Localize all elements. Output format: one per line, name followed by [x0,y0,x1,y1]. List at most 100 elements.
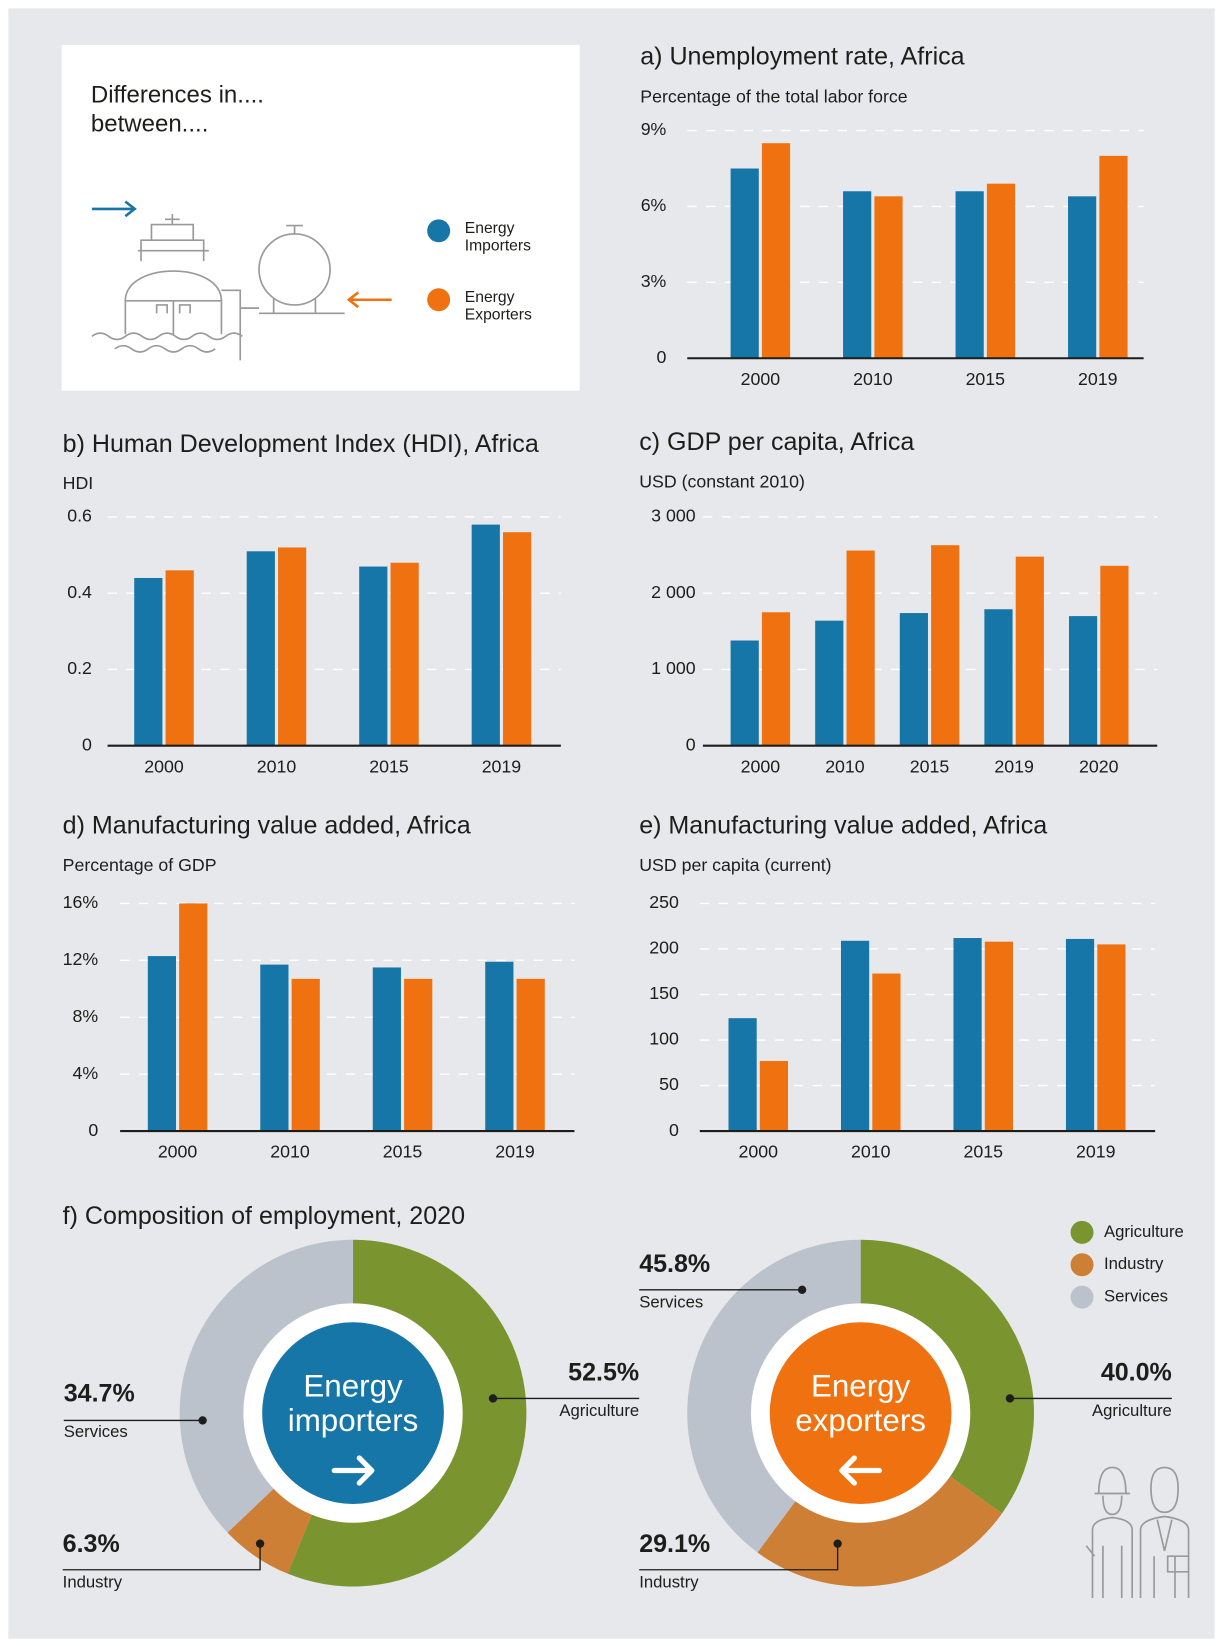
leader-dot [798,1286,806,1294]
bar [391,563,419,746]
bar [247,551,275,745]
bar [872,974,900,1132]
category-label: Services [639,1293,703,1312]
bar [900,613,928,746]
bar [278,547,306,745]
legend-item: Energy Importers [465,219,564,265]
y-tick-label: 0 [656,347,666,367]
value-label: 34.7% [64,1380,135,1408]
legend-label: Agriculture [1104,1222,1184,1241]
bar [762,143,790,358]
y-tick-label: 12% [63,949,99,969]
y-tick-label: 8% [73,1006,99,1026]
chart-subtitle: HDI [63,473,94,493]
value-label: 40.0% [1101,1359,1172,1387]
bar [179,903,207,1131]
x-tick-label: 2015 [963,1142,1003,1162]
x-tick-label: 2019 [1076,1142,1116,1162]
bar [359,567,387,746]
bar [503,532,531,745]
x-tick-label: 2000 [739,1142,779,1162]
y-tick-label: 50 [659,1074,679,1094]
legend-swatch [427,219,450,242]
legend-swatch [427,288,450,311]
y-tick-label: 0 [82,734,92,754]
bar [485,962,513,1131]
chart-subtitle: USD per capita (current) [639,855,831,875]
center-label: Energy importers [275,1369,432,1438]
y-tick-label: 0 [669,1120,679,1140]
center-label-box: Energy importers [259,1369,447,1444]
y-tick-label: 150 [649,983,679,1003]
leader-dot [1006,1394,1014,1402]
y-tick-label: 6% [641,195,667,215]
bar [987,184,1015,359]
legend-swatch [1071,1286,1094,1309]
chart-title: d) Manufacturing value added, Africa [63,811,471,839]
value-label: 52.5% [568,1359,639,1387]
y-tick-label: 0 [686,734,696,754]
y-tick-label: 1 000 [651,658,696,678]
bar [984,609,1012,745]
y-tick-label: 250 [649,892,679,912]
chart-subtitle: Percentage of the total labor force [640,86,908,106]
bar [404,979,432,1131]
x-tick-label: 2015 [910,756,950,776]
value-label: 6.3% [63,1530,120,1558]
leader-dot [833,1539,841,1547]
value-label: 29.1% [639,1530,710,1558]
y-tick-label: 0.6 [67,506,92,526]
bar [728,1018,756,1131]
leader-dot [256,1539,264,1547]
intro-title: between.... [91,111,208,138]
bar [260,965,288,1131]
y-tick-label: 3 000 [651,506,696,526]
x-tick-label: 2020 [1079,756,1119,776]
legend-label: Industry [1104,1254,1164,1273]
x-tick-label: 2000 [158,1142,198,1162]
category-label: Agriculture [1092,1401,1172,1420]
legend-swatch [1071,1221,1094,1244]
x-tick-label: 2015 [369,756,409,776]
y-tick-label: 9% [641,119,667,139]
chart-title: a) Unemployment rate, Africa [640,43,964,71]
bar [1066,939,1094,1131]
bar [1068,196,1096,358]
bar [373,967,401,1131]
legend-label: Energy Importers [465,219,549,255]
chart-title: f) Composition of employment, 2020 [63,1202,465,1230]
category-label: Services [64,1422,128,1441]
x-tick-label: 2010 [853,369,893,389]
y-tick-label: 16% [63,892,99,912]
legend-swatch [1071,1253,1094,1276]
bar [1069,616,1097,746]
x-tick-label: 2010 [851,1142,891,1162]
bar [731,168,759,358]
bar [956,191,984,358]
legend-label: Services [1104,1287,1168,1306]
bar [760,1061,788,1131]
x-tick-label: 2000 [144,756,184,776]
y-tick-label: 3% [641,271,667,291]
category-label: Industry [639,1573,699,1592]
x-tick-label: 2010 [825,756,865,776]
bar [517,979,545,1131]
x-tick-label: 2019 [482,756,522,776]
chart-title: c) GDP per capita, Africa [639,428,914,456]
bar [874,196,902,358]
x-tick-label: 2010 [257,756,297,776]
bar [931,545,959,746]
bar [843,191,871,358]
bar [292,979,320,1131]
y-tick-label: 100 [649,1029,679,1049]
y-tick-label: 0.4 [67,582,92,602]
center-label: Energy exporters [782,1369,939,1438]
x-tick-label: 2019 [994,756,1034,776]
center-label-box: Energy exporters [767,1369,955,1444]
bar [847,551,875,746]
bar [762,612,790,745]
y-tick-label: 2 000 [651,582,696,602]
legend-item: Energy Exporters [465,288,564,334]
bar [148,956,176,1131]
chart-title: b) Human Development Index (HDI), Africa [63,430,539,458]
